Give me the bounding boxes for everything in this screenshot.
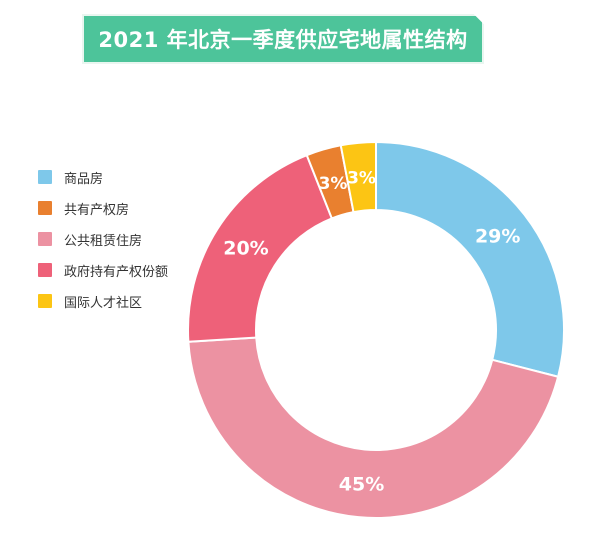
slice-value-label: 3% bbox=[347, 169, 376, 189]
legend-item: 商品房 bbox=[38, 168, 168, 187]
legend-swatch bbox=[38, 201, 52, 215]
slice-value-label: 20% bbox=[223, 237, 268, 259]
legend-item: 政府持有产权份额 bbox=[38, 261, 169, 280]
slice-value-label: 29% bbox=[475, 226, 520, 248]
slice-value-label: 3% bbox=[319, 174, 348, 194]
donut-slice bbox=[187, 336, 560, 519]
legend-label: 政府持有产权份额 bbox=[64, 264, 169, 280]
legend-swatch bbox=[38, 170, 52, 184]
legend-label: 共有产权房 bbox=[64, 202, 130, 218]
legend-label: 国际人才社区 bbox=[64, 295, 143, 311]
slice-value-label: 45% bbox=[339, 473, 384, 495]
legend-item: 共有产权房 bbox=[38, 199, 168, 218]
title-banner: 2021 年北京一季度供应宅地属性结构 bbox=[82, 14, 484, 64]
legend-swatch bbox=[38, 294, 52, 308]
donut-slice bbox=[375, 140, 565, 378]
chart-title: 2021 年北京一季度供应宅地属性结构 bbox=[98, 28, 468, 52]
legend-label: 商品房 bbox=[64, 171, 104, 187]
legend-swatch bbox=[38, 232, 52, 246]
legend-item: 公共租赁住房 bbox=[38, 230, 168, 249]
legend-label: 公共租赁住房 bbox=[64, 233, 143, 249]
donut-slice bbox=[339, 140, 377, 214]
legend-item: 国际人才社区 bbox=[38, 292, 168, 311]
legend-swatch bbox=[38, 263, 52, 277]
legend: 商品房共有产权房公共租赁住房政府持有产权份额 国际人才社区 bbox=[38, 168, 168, 323]
